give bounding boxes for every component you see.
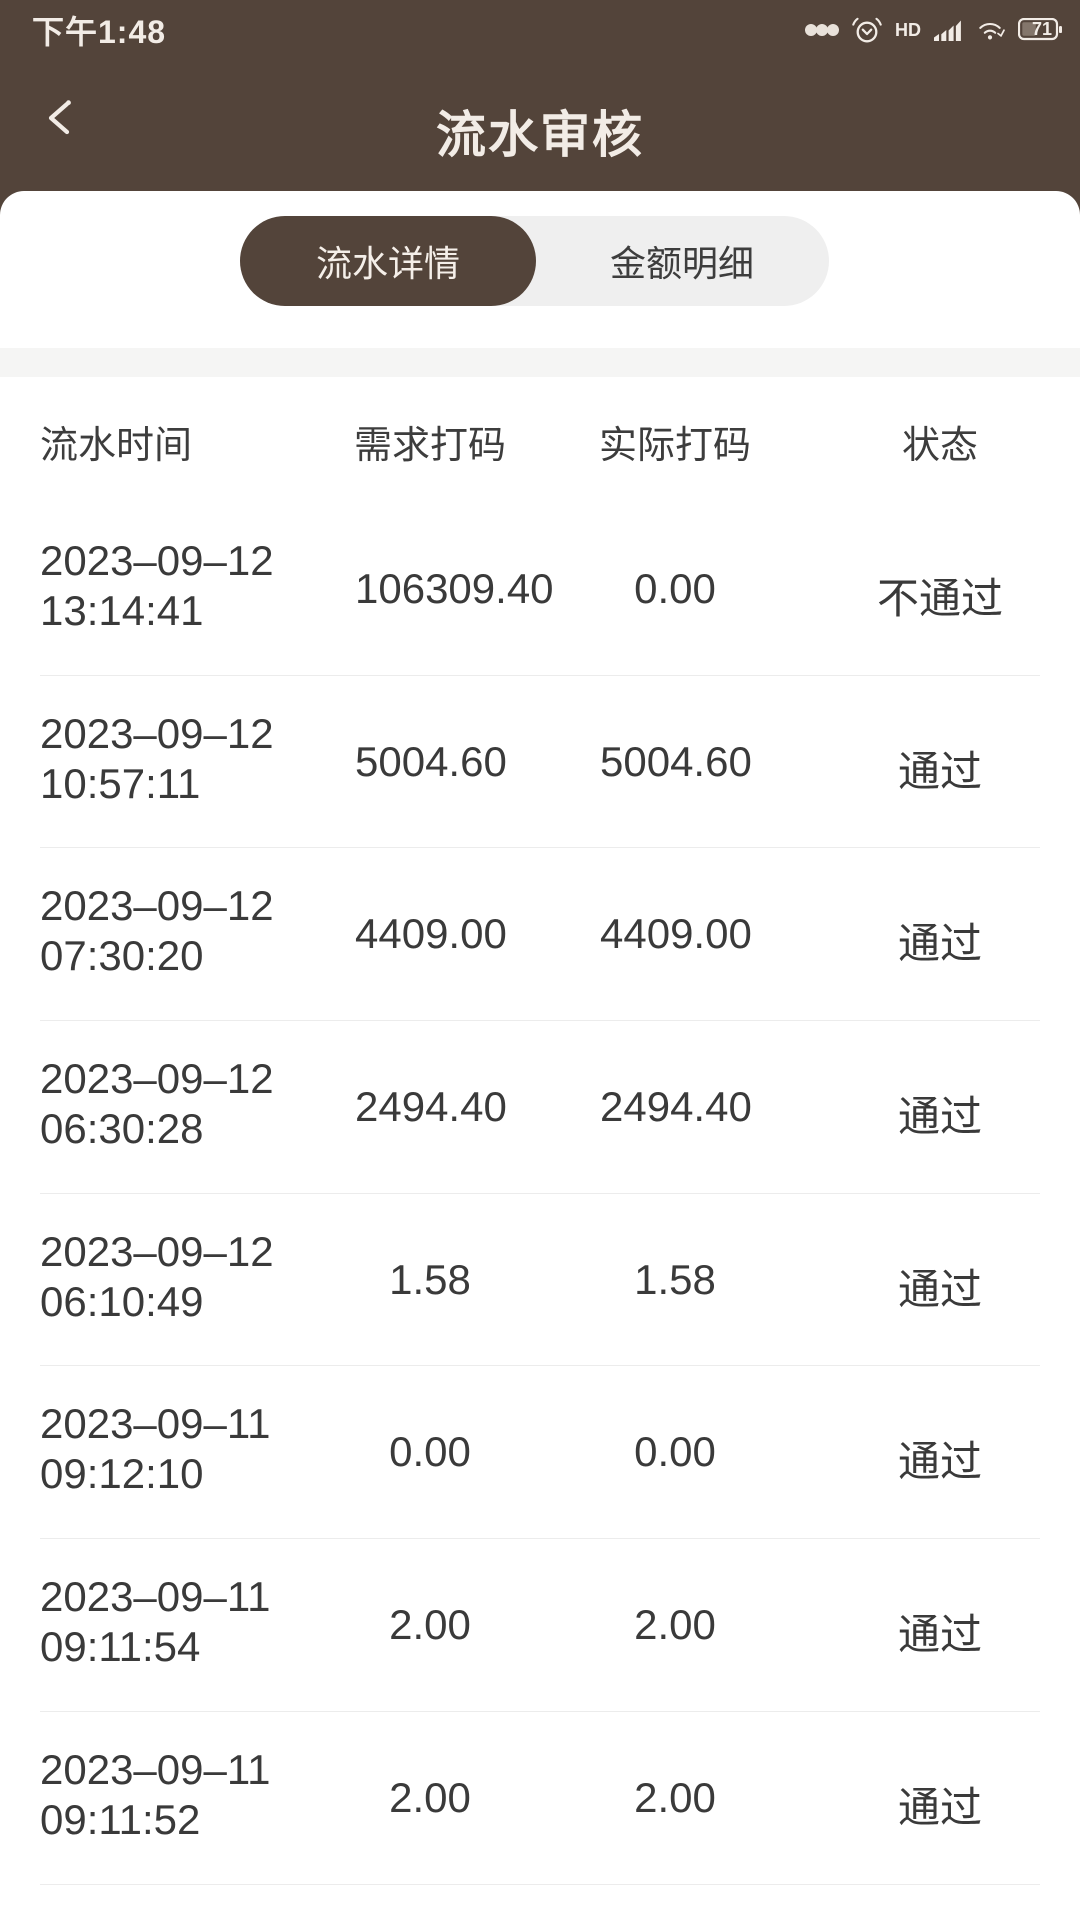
svg-text:71: 71 bbox=[1032, 19, 1052, 39]
